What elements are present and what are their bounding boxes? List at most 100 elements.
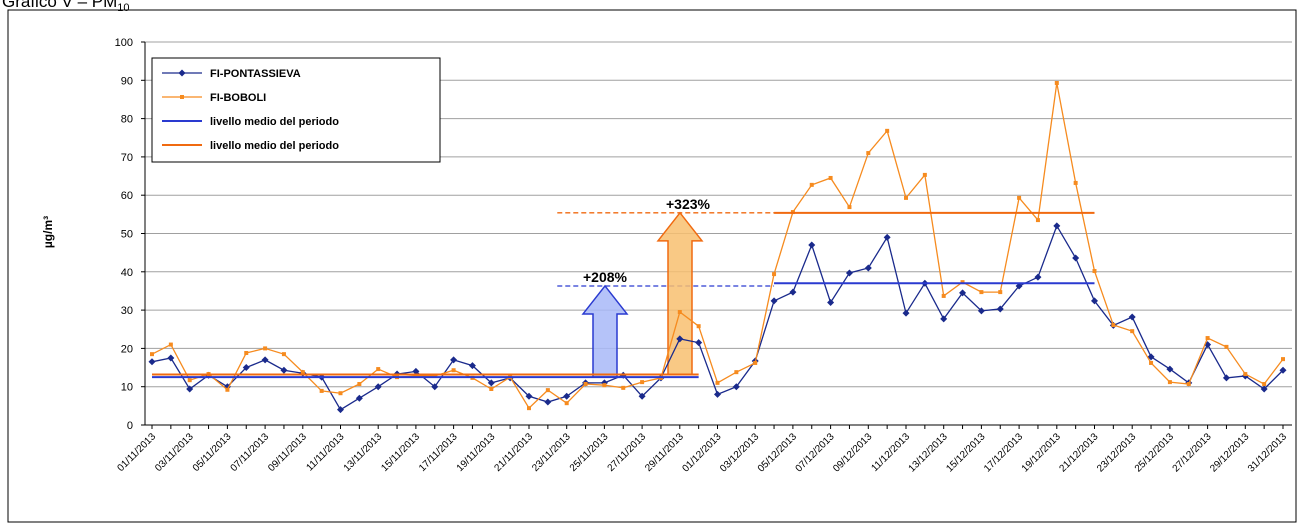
point	[263, 346, 268, 351]
point	[715, 380, 720, 385]
point	[544, 398, 552, 406]
point	[996, 305, 1004, 313]
point	[468, 362, 476, 370]
point	[527, 406, 531, 411]
y-tick-label: 60	[121, 190, 133, 202]
point	[696, 324, 701, 329]
point	[187, 378, 192, 383]
x-tick-label: 03/12/2013	[718, 431, 761, 474]
point	[563, 392, 571, 400]
point	[827, 298, 835, 306]
point	[640, 380, 645, 385]
y-tick-label: 20	[121, 343, 133, 355]
x-tick-label: 05/12/2013	[756, 431, 799, 474]
x-tick-label: 15/11/2013	[379, 431, 422, 474]
point	[1053, 222, 1061, 230]
point	[148, 358, 156, 366]
y-axis-label: µg/m³	[41, 216, 55, 248]
point	[808, 241, 816, 249]
point	[1054, 80, 1059, 85]
point	[451, 368, 456, 373]
point	[1166, 365, 1174, 373]
x-tick-label: 15/12/2013	[944, 431, 987, 474]
x-tick-label: 09/12/2013	[831, 431, 874, 474]
x-tick-label: 07/12/2013	[794, 431, 837, 474]
point	[432, 373, 437, 378]
point	[280, 366, 288, 374]
point	[714, 390, 721, 398]
point	[1092, 269, 1097, 274]
point	[1147, 353, 1155, 361]
point	[300, 370, 305, 375]
point	[677, 310, 682, 315]
annotation-arrow	[656, 211, 704, 376]
point	[545, 388, 550, 393]
point	[167, 354, 175, 362]
point	[413, 373, 418, 378]
level-line	[152, 211, 1095, 376]
point	[168, 342, 173, 347]
x-tick-label: 21/11/2013	[492, 431, 535, 474]
point	[1130, 329, 1135, 334]
point	[431, 383, 439, 391]
point	[374, 383, 382, 391]
point	[564, 401, 569, 406]
annotation-label: +323%	[666, 196, 711, 212]
point	[1128, 313, 1136, 321]
y-tick-label: 80	[121, 114, 133, 126]
y-tick-label: 100	[115, 37, 133, 49]
point	[1224, 344, 1229, 349]
point	[904, 195, 908, 200]
x-tick-label: 01/11/2013	[115, 431, 158, 474]
point	[770, 297, 778, 305]
point	[732, 383, 740, 391]
x-tick-label: 29/11/2013	[643, 431, 686, 474]
point	[186, 385, 194, 393]
point	[355, 394, 363, 402]
point	[883, 233, 891, 241]
point	[1034, 273, 1042, 281]
point	[150, 352, 154, 357]
x-tick-label: 05/11/2013	[191, 431, 234, 474]
x-tick-label: 23/12/2013	[1095, 431, 1138, 474]
point	[847, 205, 852, 210]
point	[1279, 366, 1287, 374]
point	[676, 335, 684, 343]
point	[583, 382, 588, 387]
y-tick-label: 70	[121, 152, 133, 164]
point	[1091, 297, 1098, 305]
x-tick-label: 25/12/2013	[1133, 431, 1176, 474]
point	[979, 290, 984, 295]
point	[319, 388, 324, 393]
point	[1167, 380, 1172, 385]
point	[809, 182, 814, 187]
point	[695, 339, 703, 347]
point	[959, 289, 967, 297]
x-tick-label: 27/11/2013	[606, 431, 649, 474]
x-tick-label: 31/12/2013	[1246, 431, 1289, 474]
title-main: Grafico V – PM	[2, 0, 117, 11]
point	[772, 272, 777, 277]
point	[338, 391, 343, 396]
x-tick-label: 03/11/2013	[153, 431, 196, 474]
legend-label: FI-BOBOLI	[210, 92, 266, 104]
point	[940, 315, 948, 323]
point	[1035, 218, 1040, 223]
point	[489, 386, 494, 391]
annotation-arrow	[581, 284, 629, 378]
point	[828, 175, 833, 180]
point	[1205, 336, 1210, 341]
point	[1017, 195, 1022, 200]
x-tick-label: 11/11/2013	[304, 431, 346, 473]
point	[977, 307, 985, 315]
x-tick-label: 23/11/2013	[530, 431, 573, 474]
x-tick-label: 13/12/2013	[907, 431, 950, 474]
x-tick-label: 09/11/2013	[266, 431, 309, 474]
point	[1149, 360, 1154, 365]
y-tick-label: 0	[127, 420, 133, 432]
point	[753, 360, 758, 365]
point	[789, 288, 797, 296]
x-tick-label: 17/12/2013	[982, 431, 1025, 474]
x-tick-label: 21/12/2013	[1057, 431, 1100, 474]
